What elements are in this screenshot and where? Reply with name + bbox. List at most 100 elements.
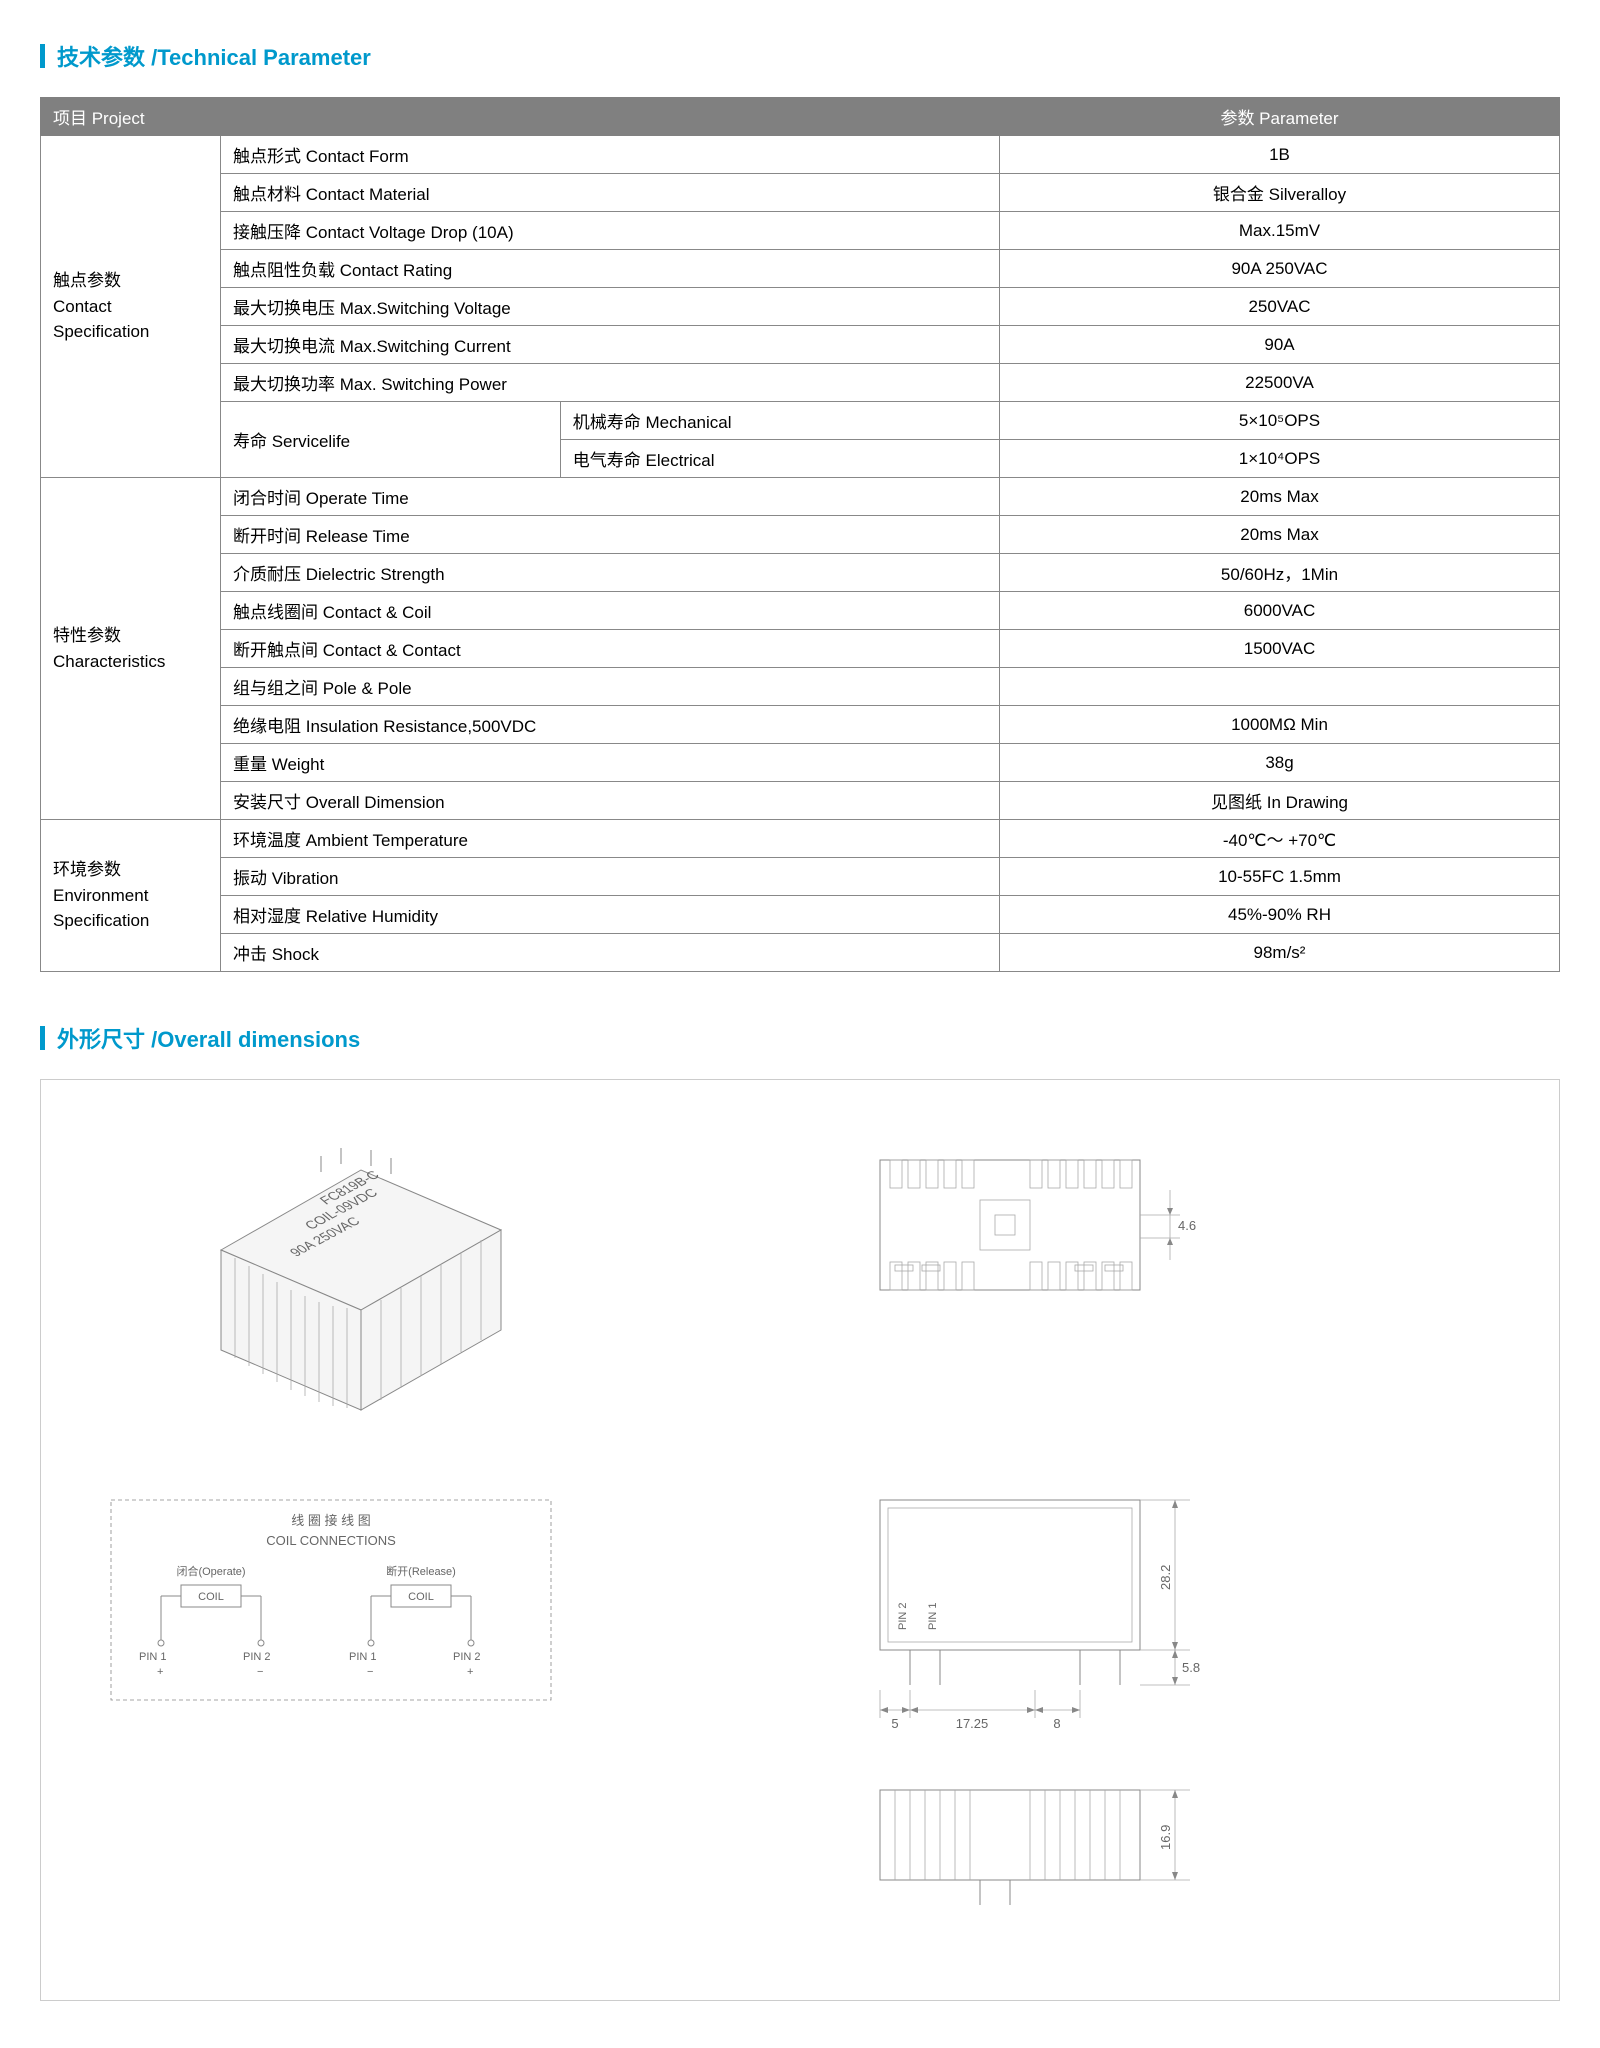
row-label: 振动 Vibration (221, 858, 1000, 896)
table-row: 安装尺寸 Overall Dimension见图纸 In Drawing (41, 782, 1560, 820)
iso-drawing: FC819B-C COIL-09VDC 90A 250VAC (81, 1120, 581, 1440)
svg-text:8: 8 (1053, 1716, 1060, 1731)
spec-table: 项目 Project 参数 Parameter 触点参数 Contact Spe… (40, 97, 1560, 972)
table-row: 触点阻性负载 Contact Rating90A 250VAC (41, 250, 1560, 288)
row-value: 20ms Max (1000, 516, 1560, 554)
table-row: 触点材料 Contact Material银合金 Silveralloy (41, 174, 1560, 212)
svg-text:28.2: 28.2 (1158, 1565, 1173, 1590)
row-value: 见图纸 In Drawing (1000, 782, 1560, 820)
row-value: 250VAC (1000, 288, 1560, 326)
svg-text:PIN 2: PIN 2 (243, 1651, 271, 1663)
front-side-drawing: PIN 2 PIN 1 28.2 5.8 5 17.25 8 (820, 1480, 1320, 1960)
row-value: 22500VA (1000, 364, 1560, 402)
row-value: 38g (1000, 744, 1560, 782)
row-label: 最大切换功率 Max. Switching Power (221, 364, 1000, 402)
table-row: 环境参数 Environment Specification 环境温度 Ambi… (41, 820, 1560, 858)
header-parameter: 参数 Parameter (1000, 98, 1560, 136)
row-value: -40℃～ +70℃ (1000, 820, 1560, 858)
table-row: 相对湿度 Relative Humidity45%-90% RH (41, 896, 1560, 934)
row-value: 6000VAC (1000, 592, 1560, 630)
row-label: 触点形式 Contact Form (221, 136, 1000, 174)
svg-text:17.25: 17.25 (956, 1716, 989, 1731)
coil-schematic: 线 圈 接 线 图 COIL CONNECTIONS 闭合(Operate) C… (81, 1480, 581, 1740)
category-cell: 特性参数 Characteristics (41, 478, 221, 820)
svg-text:PIN 1: PIN 1 (349, 1651, 377, 1663)
row-label: 组与组之间 Pole & Pole (221, 668, 1000, 706)
row-value: 1×10⁴OPS (1000, 440, 1560, 478)
row-value: 45%-90% RH (1000, 896, 1560, 934)
title-bar (40, 1026, 45, 1050)
row-value: 50/60Hz，1Min (1000, 554, 1560, 592)
svg-text:−: − (367, 1666, 373, 1678)
svg-text:+: + (157, 1666, 163, 1678)
row-label: 断开触点间 Contact & Contact (221, 630, 1000, 668)
table-row: 最大切换功率 Max. Switching Power22500VA (41, 364, 1560, 402)
row-value: 1000MΩ Min (1000, 706, 1560, 744)
table-row: 寿命 Servicelife 机械寿命 Mechanical 5×10⁵OPS (41, 402, 1560, 440)
row-sublabel: 电气寿命 Electrical (560, 440, 999, 478)
table-row: 振动 Vibration10-55FC 1.5mm (41, 858, 1560, 896)
row-value: 10-55FC 1.5mm (1000, 858, 1560, 896)
header-project: 项目 Project (41, 98, 1000, 136)
table-header-row: 项目 Project 参数 Parameter (41, 98, 1560, 136)
dimensions-container: FC819B-C COIL-09VDC 90A 250VAC 4.6 (40, 1079, 1560, 2001)
svg-text:断开(Release): 断开(Release) (386, 1564, 456, 1578)
row-label: 环境温度 Ambient Temperature (221, 820, 1000, 858)
row-value: 20ms Max (1000, 478, 1560, 516)
table-row: 最大切换电流 Max.Switching Current90A (41, 326, 1560, 364)
svg-text:PIN 2: PIN 2 (453, 1651, 481, 1663)
row-value: 5×10⁵OPS (1000, 402, 1560, 440)
row-value: 1B (1000, 136, 1560, 174)
svg-text:闭合(Operate): 闭合(Operate) (176, 1564, 245, 1578)
table-row: 冲击 Shock98m/s² (41, 934, 1560, 972)
row-sublabel: 机械寿命 Mechanical (560, 402, 999, 440)
category-cell: 触点参数 Contact Specification (41, 136, 221, 478)
row-label: 冲击 Shock (221, 934, 1000, 972)
section-title-dimensions: 外形尺寸 /Overall dimensions (40, 1022, 1560, 1054)
row-label: 触点阻性负载 Contact Rating (221, 250, 1000, 288)
row-label: 安装尺寸 Overall Dimension (221, 782, 1000, 820)
table-row: 介质耐压 Dielectric Strength50/60Hz，1Min (41, 554, 1560, 592)
svg-text:+: + (467, 1666, 473, 1678)
table-row: 特性参数 Characteristics 闭合时间 Operate Time 2… (41, 478, 1560, 516)
row-label: 最大切换电流 Max.Switching Current (221, 326, 1000, 364)
svg-text:PIN 1: PIN 1 (927, 1602, 939, 1630)
category-cell: 环境参数 Environment Specification (41, 820, 221, 972)
row-value (1000, 668, 1560, 706)
table-row: 断开时间 Release Time20ms Max (41, 516, 1560, 554)
row-label: 接触压降 Contact Voltage Drop (10A) (221, 212, 1000, 250)
row-value: 1500VAC (1000, 630, 1560, 668)
svg-text:−: − (257, 1666, 263, 1678)
title-text: 外形尺寸 /Overall dimensions (57, 1022, 360, 1054)
row-label: 介质耐压 Dielectric Strength (221, 554, 1000, 592)
table-row: 组与组之间 Pole & Pole (41, 668, 1560, 706)
svg-text:PIN 2: PIN 2 (897, 1602, 909, 1630)
row-label: 断开时间 Release Time (221, 516, 1000, 554)
table-row: 触点参数 Contact Specification 触点形式 Contact … (41, 136, 1560, 174)
svg-text:COIL: COIL (198, 1591, 224, 1603)
svg-text:COIL: COIL (408, 1591, 434, 1603)
row-value: 90A (1000, 326, 1560, 364)
table-row: 绝缘电阻 Insulation Resistance,500VDC1000MΩ … (41, 706, 1560, 744)
row-value: 90A 250VAC (1000, 250, 1560, 288)
title-bar (40, 44, 45, 68)
svg-text:5.8: 5.8 (1182, 1660, 1200, 1675)
section-title-technical: 技术参数 /Technical Parameter (40, 40, 1560, 72)
row-label: 重量 Weight (221, 744, 1000, 782)
top-view-drawing: 4.6 (820, 1120, 1320, 1440)
svg-text:PIN 1: PIN 1 (139, 1651, 167, 1663)
title-text: 技术参数 /Technical Parameter (57, 40, 371, 72)
svg-text:4.6: 4.6 (1178, 1218, 1196, 1233)
table-row: 重量 Weight38g (41, 744, 1560, 782)
table-row: 最大切换电压 Max.Switching Voltage250VAC (41, 288, 1560, 326)
table-row: 断开触点间 Contact & Contact1500VAC (41, 630, 1560, 668)
svg-text:16.9: 16.9 (1158, 1825, 1173, 1850)
row-label: 相对湿度 Relative Humidity (221, 896, 1000, 934)
svg-text:COIL CONNECTIONS: COIL CONNECTIONS (266, 1533, 396, 1548)
row-label: 寿命 Servicelife (221, 402, 561, 478)
svg-text:线 圈 接 线 图: 线 圈 接 线 图 (291, 1513, 370, 1528)
row-label: 触点材料 Contact Material (221, 174, 1000, 212)
row-label: 触点线圈间 Contact & Coil (221, 592, 1000, 630)
svg-text:5: 5 (891, 1716, 898, 1731)
row-value: 银合金 Silveralloy (1000, 174, 1560, 212)
